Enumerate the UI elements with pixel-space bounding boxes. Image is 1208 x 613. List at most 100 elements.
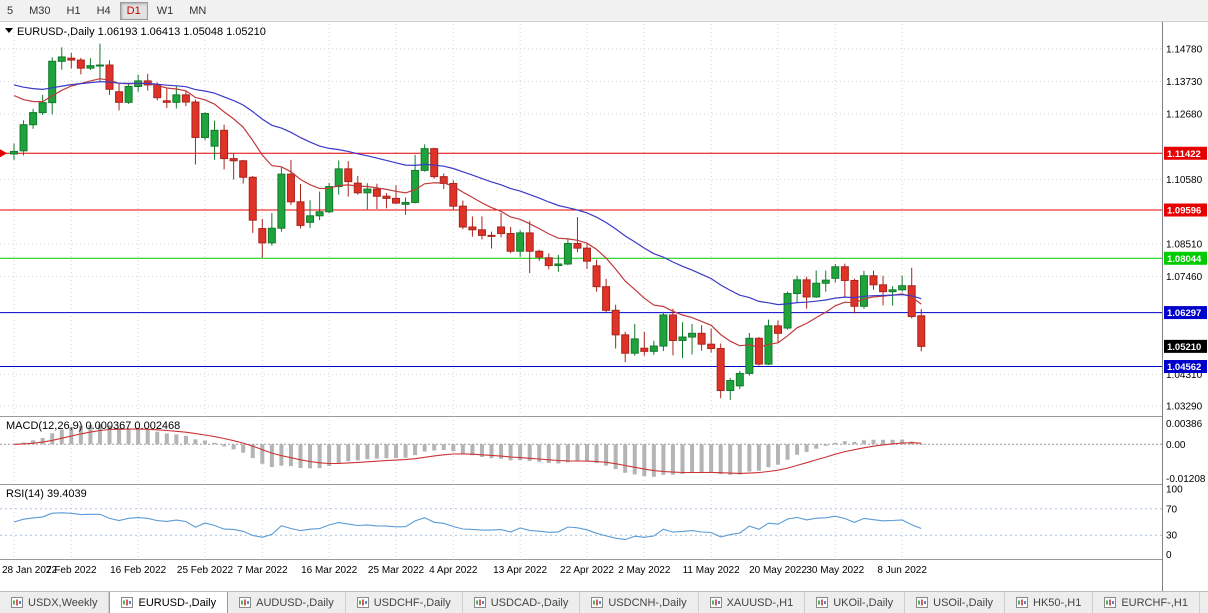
chart-tab-xauusd-h1[interactable]: XAUUSD-,H1 bbox=[698, 592, 806, 613]
panel-labels: EURUSD-,Daily 1.06193 1.06413 1.05048 1.… bbox=[5, 26, 266, 500]
price-tag-label: 1.04562 bbox=[1167, 362, 1201, 373]
timeframe-button-w1[interactable]: W1 bbox=[150, 2, 181, 20]
chart-tab-usdcad-daily[interactable]: USDCAD-,Daily bbox=[462, 592, 581, 613]
mini-chart-icon bbox=[239, 597, 252, 608]
ma-fast-line bbox=[13, 78, 922, 349]
price-tag-label: 1.09596 bbox=[1167, 206, 1201, 217]
date-axis-label: 7 Feb 2022 bbox=[46, 565, 97, 576]
price-axis-label: 1.10580 bbox=[1166, 175, 1203, 186]
rsi-axis-label: 0 bbox=[1166, 550, 1172, 561]
candlestick-series bbox=[10, 43, 926, 400]
chart-tab-usoil-h4[interactable]: USOil-,H4 bbox=[1199, 592, 1208, 613]
mini-chart-icon bbox=[709, 597, 722, 608]
timeframe-button-5[interactable]: 5 bbox=[0, 2, 20, 20]
price-axis-label: 1.08510 bbox=[1166, 239, 1203, 250]
timeframe-button-d1[interactable]: D1 bbox=[119, 1, 148, 20]
price-axis-label: 1.12680 bbox=[1166, 110, 1203, 121]
price-tag-label: 1.05210 bbox=[1167, 342, 1201, 353]
date-axis-label: 22 Apr 2022 bbox=[560, 565, 614, 576]
price-axis[interactable]: 1.14780 1.13730 1.12680 1.10580 1.08510 1.074… bbox=[1162, 22, 1208, 591]
chart-tab-bar: USDX,Weekly EURUSD-,Daily AUDUSD-,Daily USD… bbox=[0, 591, 1208, 613]
chart-tab-label: USDCAD-,Daily bbox=[490, 596, 569, 609]
price-tag-resistance bbox=[1164, 146, 1207, 160]
chart-tab-hk50-h1[interactable]: HK50-,H1 bbox=[1005, 592, 1094, 613]
macd-axis-top-label: 0.00386 bbox=[1166, 419, 1203, 430]
price-axis-label: 1.13730 bbox=[1166, 77, 1203, 88]
chart-tab-usdcnh-daily[interactable]: USDCNH-,Daily bbox=[580, 592, 699, 613]
chart-tab-label: HK50-,H1 bbox=[1033, 596, 1082, 609]
mini-chart-icon bbox=[121, 597, 134, 608]
price-axis-label: 1.14780 bbox=[1166, 44, 1203, 55]
chart-tab-usoil-daily[interactable]: USOil-,Daily bbox=[905, 592, 1006, 613]
price-axis-label: 1.03290 bbox=[1166, 402, 1203, 413]
macd-label: MACD(12,26,9) 0.000367 0.002468 bbox=[6, 420, 180, 432]
chart-tab-label: UKOil-,Daily bbox=[833, 596, 894, 609]
price-tag-level bbox=[1164, 251, 1207, 265]
line-start-marker bbox=[0, 149, 7, 158]
rsi-panel[interactable] bbox=[0, 508, 1162, 541]
timeframe-button-mn[interactable]: MN bbox=[182, 2, 213, 20]
price-tag-label: 1.08044 bbox=[1167, 254, 1202, 265]
rsi-line bbox=[13, 512, 922, 541]
price-axis-label: 1.07460 bbox=[1166, 272, 1203, 283]
price-tag-label: 1.06297 bbox=[1167, 308, 1201, 319]
horizontal-level-lines[interactable] bbox=[0, 149, 1162, 368]
chart-tab-eurchf-h1[interactable]: EURCHF-,H1 bbox=[1093, 592, 1200, 613]
macd-axis-bottom-label: -0.01208 bbox=[1166, 474, 1206, 485]
date-axis-label: 28 Jan 2022 bbox=[2, 565, 57, 576]
mini-chart-icon bbox=[816, 597, 829, 608]
chart-tab-label: EURUSD-,Daily bbox=[138, 596, 217, 609]
rsi-axis-label: 70 bbox=[1166, 504, 1178, 515]
chart-header-ohlc: EURUSD-,Daily 1.06193 1.06413 1.05048 1.… bbox=[17, 26, 266, 38]
date-axis-label: 16 Feb 2022 bbox=[110, 565, 167, 576]
chart-tab-usdchf-daily[interactable]: USDCHF-,Daily bbox=[345, 592, 463, 613]
chart-tab-label: USOil-,Daily bbox=[933, 596, 994, 609]
rsi-label: RSI(14) 39.4039 bbox=[6, 488, 87, 500]
date-axis-label: 13 Apr 2022 bbox=[493, 565, 547, 576]
date-axis-label: 4 Apr 2022 bbox=[429, 565, 478, 576]
mini-chart-icon bbox=[916, 597, 929, 608]
mini-chart-icon bbox=[473, 597, 486, 608]
timeframe-button-h1[interactable]: H1 bbox=[60, 2, 88, 20]
price-tag-support bbox=[1164, 306, 1207, 320]
date-axis-label: 16 Mar 2022 bbox=[301, 565, 358, 576]
chart-tab-label: USDCHF-,Daily bbox=[373, 596, 451, 609]
mini-chart-icon bbox=[1104, 597, 1117, 608]
chart-tab-label: AUDUSD-,Daily bbox=[256, 596, 334, 609]
date-axis-label: 25 Feb 2022 bbox=[177, 565, 234, 576]
moving-average-lines bbox=[13, 78, 922, 349]
ma-slow-line bbox=[13, 80, 922, 306]
date-axis-label: 20 May 2022 bbox=[749, 565, 807, 576]
date-axis-label: 11 May 2022 bbox=[683, 565, 741, 576]
date-axis-label: 7 Mar 2022 bbox=[237, 565, 288, 576]
chart-tab-eurusd-daily[interactable]: EURUSD-,Daily bbox=[109, 592, 229, 613]
date-axis-label: 25 Mar 2022 bbox=[368, 565, 425, 576]
chart-tab-label: USDX,Weekly bbox=[28, 596, 98, 609]
date-axis-label: 2 May 2022 bbox=[618, 565, 671, 576]
timeframe-button-m30[interactable]: M30 bbox=[22, 2, 57, 20]
macd-signal-line bbox=[13, 428, 922, 474]
chart-tab-label: XAUUSD-,H1 bbox=[726, 596, 794, 609]
chart-canvas[interactable]: 1.14780 1.13730 1.12680 1.10580 1.08510 1.074… bbox=[0, 22, 1208, 591]
macd-panel[interactable] bbox=[0, 424, 1162, 477]
mini-chart-icon bbox=[1016, 597, 1029, 608]
timeframe-button-h4[interactable]: H4 bbox=[90, 2, 118, 20]
symbol-dropdown-icon[interactable] bbox=[5, 28, 13, 33]
mini-chart-icon bbox=[11, 597, 23, 608]
rsi-axis-label: 100 bbox=[1166, 485, 1183, 496]
date-axis-label: 30 May 2022 bbox=[806, 565, 864, 576]
macd-axis-zero-label: 0.00 bbox=[1166, 440, 1186, 451]
price-tag-resistance bbox=[1164, 203, 1207, 217]
price-tag-support bbox=[1164, 360, 1207, 374]
mini-chart-icon bbox=[356, 597, 369, 608]
chart-tab-ukoil-daily[interactable]: UKOil-,Daily bbox=[805, 592, 906, 613]
chart-tab-label: USDCNH-,Daily bbox=[608, 596, 687, 609]
price-axis-label: 1.04310 bbox=[1166, 370, 1203, 381]
chart-tab-audusd-daily[interactable]: AUDUSD-,Daily bbox=[228, 592, 346, 613]
rsi-axis-label: 30 bbox=[1166, 531, 1178, 542]
chart-tab-usdx-weekly[interactable]: USDX,Weekly bbox=[0, 592, 110, 613]
chart-tab-label: EURCHF-,H1 bbox=[1121, 596, 1188, 609]
mini-chart-icon bbox=[591, 597, 604, 608]
price-tag-last-price bbox=[1164, 339, 1207, 353]
